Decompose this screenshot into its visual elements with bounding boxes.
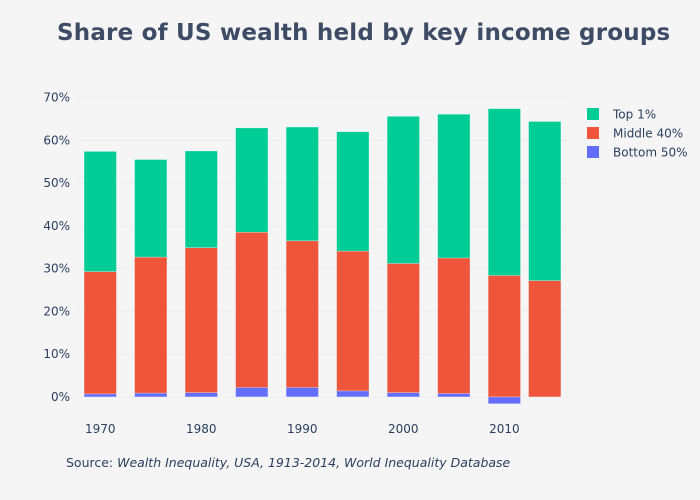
bar-bottom-50--1975 (134, 392, 168, 398)
source-text: Wealth Inequality, USA, 1913-2014, World… (117, 455, 511, 470)
x-tick-label: 1980 (186, 422, 217, 436)
x-tick-label: 1970 (85, 422, 116, 436)
chart-title: Share of US wealth held by key income gr… (57, 20, 671, 46)
y-tick-label: 10% (43, 347, 70, 361)
legend-label: Middle 40% (613, 127, 683, 141)
legend-label: Bottom 50% (613, 146, 688, 160)
bar-top-1--1985 (235, 127, 269, 233)
source-prefix: Source: (66, 455, 118, 470)
legend-label: Top 1% (612, 108, 656, 122)
x-tick-label: 2010 (489, 422, 520, 436)
bar-top-1--2014 (528, 121, 562, 281)
legend-swatch (587, 108, 599, 120)
bar-middle-40--1980 (184, 247, 218, 393)
bar-bottom-50--2010 (487, 396, 521, 404)
bar-top-1--1995 (336, 131, 370, 252)
y-tick-label: 70% (43, 91, 70, 105)
y-tick-label: 30% (43, 262, 70, 276)
bar-bottom-50--2005 (437, 393, 471, 398)
bar-top-1--2010 (487, 108, 521, 276)
bar-bottom-50--1985 (235, 387, 269, 398)
bar-top-1--2000 (386, 116, 420, 264)
bar-bottom-50--1995 (336, 390, 370, 398)
bar-middle-40--2010 (487, 275, 521, 398)
bar-middle-40--1990 (285, 240, 319, 388)
bar-top-1--1980 (184, 150, 218, 248)
y-tick-label: 50% (43, 176, 70, 190)
source-note: Source: Wealth Inequality, USA, 1913-201… (66, 455, 510, 470)
legend-swatch (587, 127, 599, 139)
bar-top-1--1970 (83, 151, 117, 272)
y-tick-label: 0% (51, 390, 70, 404)
bar-middle-40--2000 (386, 263, 420, 393)
bar-top-1--1975 (134, 159, 168, 258)
bar-top-1--1990 (285, 126, 319, 242)
bar-middle-40--2005 (437, 257, 471, 394)
x-tick-label: 2000 (388, 422, 419, 436)
bar-bottom-50--1990 (285, 387, 319, 398)
y-tick-label: 60% (43, 133, 70, 147)
y-tick-label: 40% (43, 219, 70, 233)
bar-middle-40--1995 (336, 250, 370, 392)
bar-middle-40--1970 (83, 271, 117, 395)
bar-bottom-50--2000 (386, 392, 420, 398)
bar-bottom-50--1980 (184, 392, 218, 398)
bar-middle-40--1975 (134, 256, 168, 394)
bar-middle-40--1985 (235, 232, 269, 388)
bar-top-1--2005 (437, 113, 471, 259)
bar-bottom-50--1970 (83, 393, 117, 398)
bar-middle-40--2014 (528, 280, 562, 398)
y-tick-label: 20% (43, 304, 70, 318)
legend-swatch (587, 146, 599, 158)
x-tick-label: 1990 (287, 422, 318, 436)
